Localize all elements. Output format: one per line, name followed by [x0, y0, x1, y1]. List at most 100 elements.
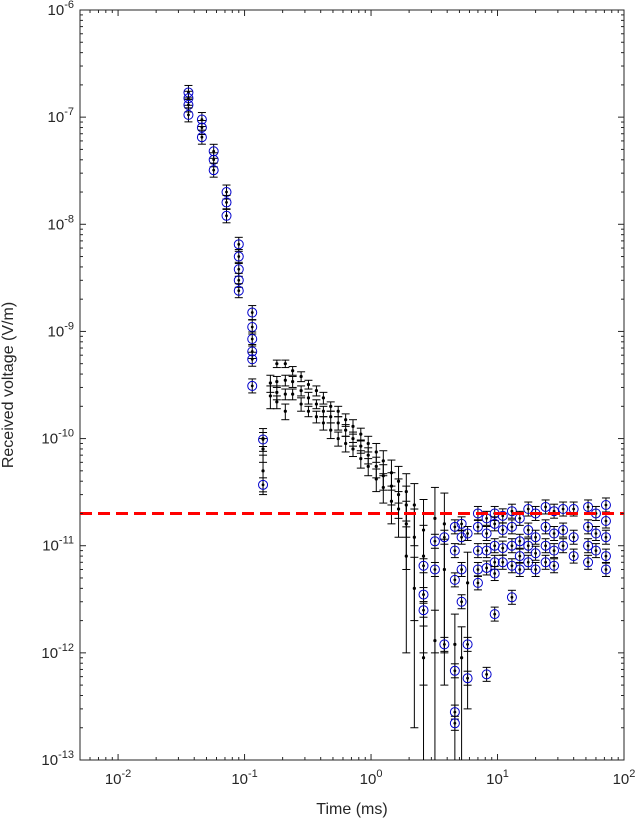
y-tick-base: 10: [48, 323, 65, 340]
circled-point: [506, 503, 517, 519]
data-dot: [374, 464, 378, 468]
data-dot: [572, 535, 576, 539]
data-circle: [530, 548, 541, 559]
errorbar-point: [348, 431, 357, 447]
data-dot: [250, 311, 254, 314]
x-tick-exponent: 2: [629, 768, 635, 780]
data-circle: [449, 574, 460, 585]
data-circle: [196, 132, 207, 143]
errorbar-point: [281, 388, 290, 401]
circled-point: [549, 543, 560, 559]
data-dot: [518, 516, 522, 520]
data-dot: [306, 409, 311, 413]
errorbar-point: [457, 626, 466, 760]
circled-point: [590, 526, 601, 542]
data-dot: [466, 532, 469, 535]
data-dot: [299, 374, 303, 379]
data-dot: [421, 554, 426, 558]
y-tick-exponent: -12: [58, 642, 74, 654]
circled-point: [514, 533, 525, 549]
data-circle: [489, 568, 500, 579]
data-circle: [568, 551, 579, 562]
circled-point: [489, 538, 500, 554]
data-dot: [299, 389, 303, 393]
circled-point: [481, 666, 492, 682]
data-dot: [275, 390, 279, 394]
data-circle: [418, 589, 429, 600]
x-tick-exponent: 1: [503, 768, 509, 780]
circled-point: [549, 558, 560, 574]
data-circle: [462, 639, 473, 650]
y-axis-label: Received voltage (V/m): [0, 302, 17, 468]
data-dot: [493, 572, 497, 575]
data-dot: [534, 551, 537, 555]
data-dot: [336, 436, 340, 441]
errorbar-point: [297, 397, 306, 412]
circled-point: [583, 554, 594, 570]
data-circle: [506, 560, 517, 571]
x-tick-label: 101: [486, 768, 509, 788]
errorbar-point: [288, 388, 297, 401]
y-tick-base: 10: [41, 752, 58, 769]
data-dot: [453, 549, 457, 553]
data-dot: [374, 450, 378, 454]
circled-point: [456, 529, 467, 545]
data-dot: [453, 721, 457, 725]
data-circle: [481, 669, 492, 680]
data-dot: [586, 505, 590, 509]
data-dot: [412, 535, 416, 539]
data-dot: [314, 415, 319, 419]
data-dot: [212, 149, 216, 153]
circled-point: [247, 331, 258, 347]
errorbar-point: [450, 613, 459, 760]
data-dot: [200, 135, 204, 139]
x-tick-base: 10: [360, 771, 377, 788]
data-dot: [329, 428, 333, 432]
data-dot: [314, 389, 319, 393]
data-dot: [544, 525, 548, 529]
data-dot: [561, 507, 565, 511]
circled-point: [456, 561, 467, 577]
circled-point: [530, 561, 541, 577]
data-dot: [594, 532, 598, 535]
circled-point: [456, 594, 467, 610]
data-dot: [433, 639, 437, 643]
data-dot: [544, 544, 548, 548]
axis-ticks: 10-2 10-1 100 101 10210-1310-1210-1110-1010-…: [41, 0, 635, 788]
data-circle: [583, 540, 594, 551]
data-dot: [485, 549, 489, 553]
errorbar-point: [272, 395, 281, 410]
circled-point: [568, 529, 579, 545]
data-dot: [321, 421, 325, 425]
data-circle: [523, 504, 534, 515]
data-circle: [558, 540, 569, 551]
data-dot: [306, 382, 311, 387]
data-dot: [359, 457, 363, 461]
data-dot: [404, 522, 408, 526]
data-dot: [261, 438, 265, 441]
data-circle: [600, 499, 611, 510]
errorbar-point: [410, 556, 419, 729]
circled-point: [221, 208, 232, 224]
data-dot: [510, 544, 514, 548]
circled-point: [258, 432, 269, 448]
circled-point: [549, 503, 560, 519]
data-circle: [439, 639, 450, 650]
errorbar-point: [297, 371, 306, 383]
data-dot: [493, 612, 497, 616]
data-circle: [429, 564, 440, 575]
y-tick-label: 10-13: [41, 749, 74, 769]
data-circle: [489, 518, 500, 529]
data-dot: [586, 560, 590, 564]
data-dot: [476, 581, 480, 585]
data-dot: [291, 369, 295, 373]
data-circle: [456, 532, 467, 543]
data-circle: [497, 510, 508, 521]
data-dot: [485, 672, 489, 676]
x-tick-exponent: -2: [122, 768, 132, 780]
data-dot: [344, 418, 348, 422]
data-dot: [485, 532, 489, 535]
circled-point: [439, 529, 450, 545]
errorbar-point: [402, 526, 411, 654]
data-circle: [247, 307, 258, 318]
